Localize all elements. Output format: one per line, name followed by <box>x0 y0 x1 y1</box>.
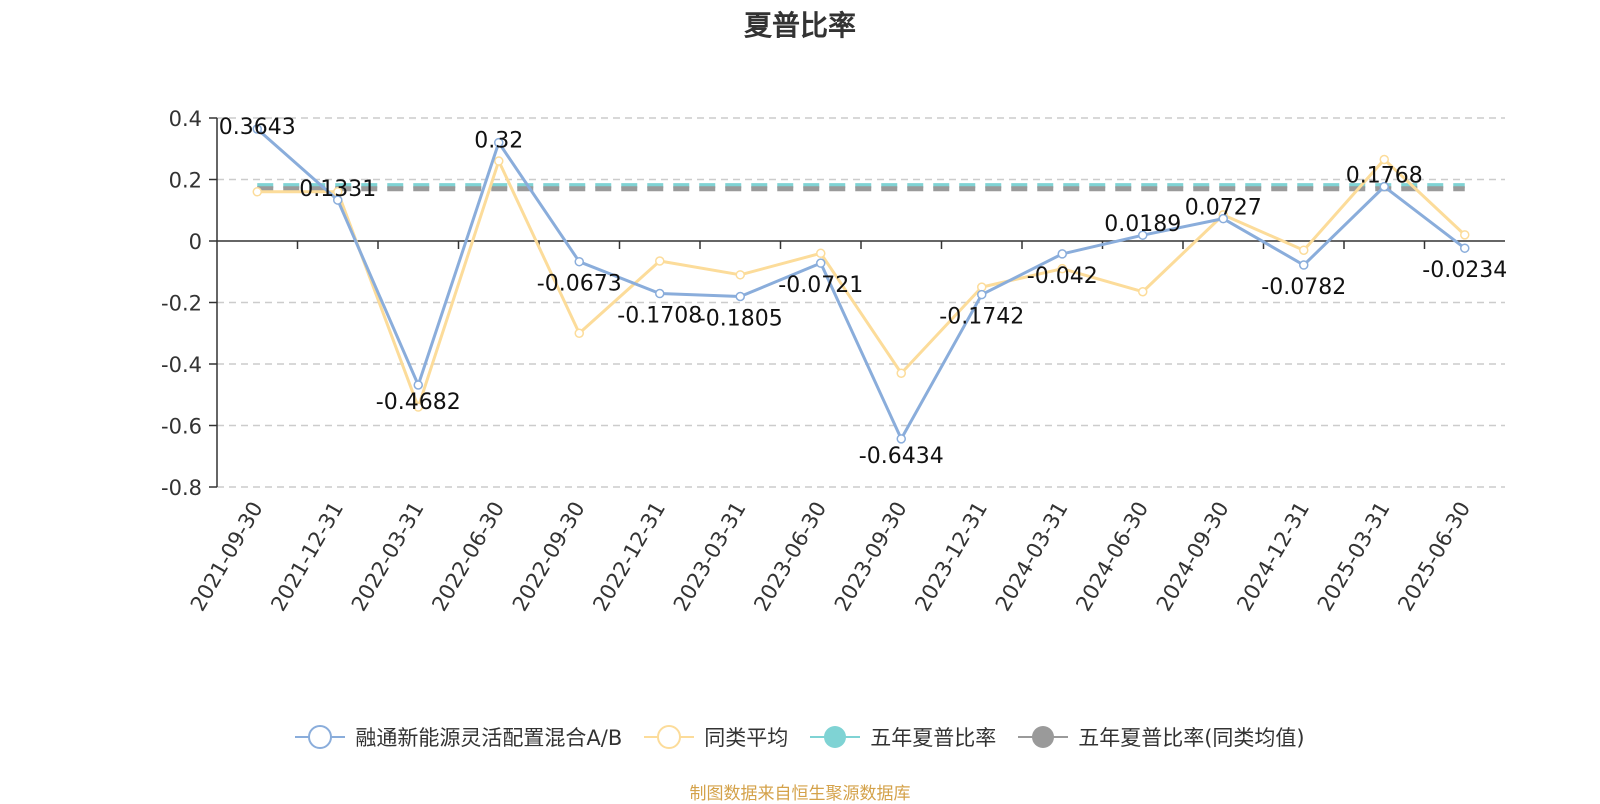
data-label: -0.0673 <box>537 272 622 297</box>
data-point-fund <box>816 258 826 268</box>
data-label: -0.0721 <box>778 273 863 298</box>
data-point-fund <box>333 195 343 205</box>
y-tick-label: -0.8 <box>161 476 202 500</box>
data-label: -0.0234 <box>1422 258 1507 283</box>
data-label: -0.0782 <box>1261 275 1346 300</box>
y-tick-label: -0.2 <box>161 292 202 316</box>
legend-swatch-five-year-sharpe-peer-icon <box>1018 726 1069 748</box>
data-point-peer-average <box>574 328 584 338</box>
x-tick-label: 2025-03-31 <box>1313 498 1395 616</box>
data-point-peer-average <box>1460 230 1470 240</box>
x-tick-label: 2024-12-31 <box>1232 498 1314 616</box>
chart-legend: 融通新能源灵活配置混合A/B 同类平均 五年夏普比率 五年夏普比率(同类均值) <box>0 722 1600 752</box>
x-tick-label: 2024-09-30 <box>1152 498 1234 616</box>
x-tick-label: 2022-06-30 <box>427 498 509 616</box>
data-point-fund <box>252 124 262 134</box>
legend-label-peer-average: 同类平均 <box>704 726 789 750</box>
data-point-peer-average <box>1379 154 1389 165</box>
series-line-peer-average <box>257 158 1466 409</box>
legend-label-five-year-sharpe-peer: 五年夏普比率(同类均值) <box>1078 726 1305 750</box>
y-tick-label: 0 <box>189 230 202 254</box>
data-point-fund <box>1299 260 1309 270</box>
data-label: -0.1708 <box>617 304 702 329</box>
data-point-peer-average <box>896 368 906 378</box>
data-label: 0.0727 <box>1185 196 1262 221</box>
data-point-fund <box>1138 230 1148 240</box>
y-tick-label: -0.4 <box>161 353 202 377</box>
legend-label-five-year-sharpe: 五年夏普比率 <box>870 726 997 750</box>
data-point-peer-average <box>1299 245 1309 255</box>
data-point-fund <box>1057 249 1067 259</box>
data-point-fund <box>655 288 665 299</box>
x-tick-label: 2022-03-31 <box>347 498 429 616</box>
data-point-peer-average <box>1057 263 1067 274</box>
legend-label-fund: 融通新能源灵活配置混合A/B <box>355 726 623 750</box>
legend-item-five-year-sharpe-peer[interactable]: 五年夏普比率(同类均值) <box>1018 722 1305 752</box>
data-point-fund <box>896 434 906 444</box>
data-point-fund <box>977 289 987 300</box>
data-point-peer-average <box>816 248 826 259</box>
data-label: -0.1805 <box>698 307 783 332</box>
data-point-fund <box>1379 181 1389 192</box>
data-point-fund <box>735 291 745 302</box>
data-label: 0.32 <box>474 129 523 154</box>
data-label: 0.1768 <box>1346 164 1423 189</box>
legend-swatch-peer-average-icon <box>644 725 695 749</box>
data-point-peer-average <box>252 187 262 197</box>
data-point-fund <box>574 256 584 267</box>
legend-swatch-five-year-sharpe-icon <box>810 726 861 748</box>
x-tick-label: 2023-09-30 <box>830 498 912 616</box>
data-label: -0.042 <box>1027 264 1098 289</box>
data-label: 0.0189 <box>1104 212 1181 237</box>
x-tick-label: 2022-09-30 <box>508 498 590 616</box>
data-label: -0.6434 <box>859 444 944 469</box>
x-tick-label: 2021-09-30 <box>186 498 268 616</box>
data-point-fund <box>1460 243 1470 253</box>
x-tick-label: 2021-12-31 <box>266 498 348 616</box>
legend-item-peer-average[interactable]: 同类平均 <box>644 722 788 752</box>
x-tick-label: 2024-03-31 <box>991 498 1073 616</box>
data-point-peer-average <box>413 402 423 412</box>
data-label: -0.4682 <box>376 390 461 415</box>
data-label: 0.1331 <box>299 177 376 202</box>
data-point-fund <box>1218 213 1228 224</box>
data-point-peer-average <box>655 256 665 266</box>
data-point-peer-average <box>735 270 745 280</box>
y-tick-label: 0.2 <box>169 169 202 193</box>
legend-swatch-fund-icon <box>295 725 346 749</box>
x-tick-label: 2023-12-31 <box>910 498 992 616</box>
data-point-peer-average <box>1138 286 1148 297</box>
x-tick-label: 2023-06-30 <box>749 498 831 616</box>
x-tick-label: 2022-12-31 <box>588 498 670 616</box>
y-tick-label: 0.4 <box>169 107 202 131</box>
data-label: 0.3643 <box>219 115 296 140</box>
chart-title: 夏普比率 <box>743 9 856 42</box>
x-tick-label: 2024-06-30 <box>1071 498 1153 616</box>
legend-item-five-year-sharpe[interactable]: 五年夏普比率 <box>810 722 996 752</box>
source-note: 制图数据来自恒生聚源数据库 <box>689 784 911 804</box>
series-line-fund <box>256 127 1466 441</box>
data-label: -0.1742 <box>939 305 1024 330</box>
y-tick-label: -0.6 <box>161 415 202 439</box>
data-point-fund <box>413 380 423 390</box>
data-point-fund <box>494 137 504 148</box>
x-tick-label: 2025-06-30 <box>1393 498 1475 616</box>
data-point-peer-average <box>494 156 504 166</box>
x-tick-label: 2023-03-31 <box>669 498 751 616</box>
legend-item-fund[interactable]: 融通新能源灵活配置混合A/B <box>295 722 622 752</box>
